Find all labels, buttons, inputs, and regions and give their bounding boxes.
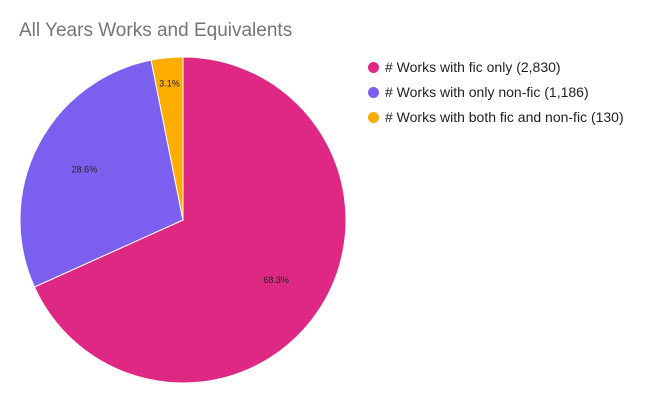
- legend-item-fic-only[interactable]: # Works with fic only (2,830): [368, 58, 638, 77]
- legend-swatch: [368, 112, 379, 123]
- legend-label: # Works with only non-fic (1,186): [385, 84, 589, 100]
- legend-swatch: [368, 62, 379, 73]
- slice-percent-label: 28.6%: [72, 164, 98, 174]
- pie-slice[interactable]: [33, 56, 347, 384]
- legend: # Works with fic only (2,830) # Works wi…: [368, 58, 638, 133]
- legend-item-non-fic-only[interactable]: # Works with only non-fic (1,186): [368, 83, 638, 102]
- slice-percent-label: 68.3%: [263, 275, 289, 285]
- legend-label: # Works with fic only (2,830): [385, 59, 561, 75]
- pie-slice[interactable]: [150, 56, 184, 221]
- pie-slice[interactable]: [19, 59, 184, 288]
- legend-swatch: [368, 87, 379, 98]
- legend-label: # Works with both fic and non-fic (130): [385, 109, 624, 125]
- chart-title: All Years Works and Equivalents: [19, 20, 293, 41]
- slice-percent-label: 3.1%: [159, 79, 180, 89]
- legend-item-both[interactable]: # Works with both fic and non-fic (130): [368, 108, 638, 127]
